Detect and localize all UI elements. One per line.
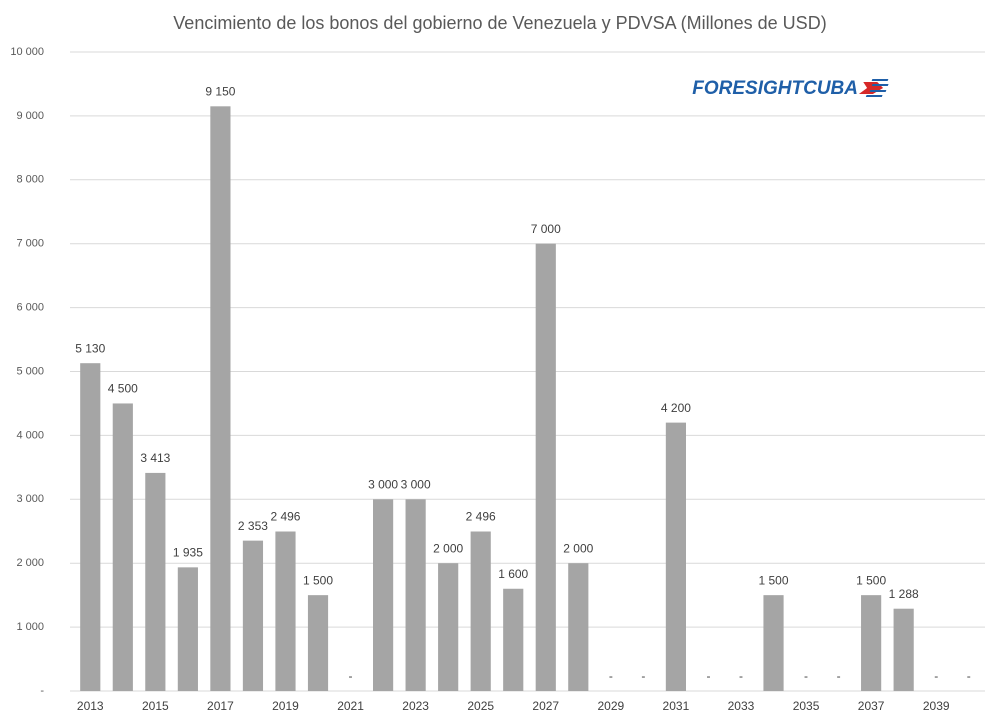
y-tick-label: 8 000 (16, 174, 44, 186)
bar (177, 567, 198, 691)
bar (145, 472, 166, 691)
chart-title: Vencimiento de los bonos del gobierno de… (173, 13, 826, 33)
data-label: 3 000 (368, 477, 398, 491)
data-label: 1 500 (303, 573, 333, 587)
bar (373, 499, 394, 691)
data-label: 2 496 (270, 510, 300, 524)
data-label: 3 000 (401, 477, 431, 491)
logo-flag (858, 79, 889, 97)
x-tick-label: 2037 (858, 699, 885, 713)
data-label: - (967, 669, 971, 683)
x-tick-label: 2023 (402, 699, 429, 713)
y-tick-label: 9 000 (16, 110, 44, 122)
x-tick-label: 2035 (793, 699, 820, 713)
y-tick-label: 10 000 (10, 46, 44, 58)
data-label: - (837, 669, 841, 683)
bar (470, 531, 491, 691)
data-label: 1 500 (856, 573, 886, 587)
x-tick-label: 2021 (337, 699, 364, 713)
bar (275, 531, 296, 691)
bar (763, 595, 784, 691)
data-label: 4 500 (108, 382, 138, 396)
data-label: - (609, 669, 613, 683)
data-label: - (349, 669, 353, 683)
data-label: - (804, 669, 808, 683)
data-label: 1 935 (173, 546, 203, 560)
x-tick-label: 2025 (467, 699, 494, 713)
y-tick-label: 7 000 (16, 238, 44, 250)
bar (568, 563, 589, 691)
data-label: - (641, 669, 645, 683)
y-tick-label: 2 000 (16, 557, 44, 569)
data-label: 2 353 (238, 519, 268, 533)
x-tick-label: 2033 (728, 699, 755, 713)
data-label: 1 288 (889, 587, 919, 601)
x-tick-label: 2027 (532, 699, 559, 713)
x-tick-label: 2017 (207, 699, 234, 713)
data-label: - (739, 669, 743, 683)
y-tick-label: - (40, 685, 44, 697)
bar (242, 540, 264, 691)
x-tick-label: 2039 (923, 699, 950, 713)
data-label: 1 500 (759, 573, 789, 587)
data-label: 7 000 (531, 222, 561, 236)
data-label: 4 200 (661, 401, 691, 415)
bar (405, 499, 426, 691)
data-label: 2 000 (563, 541, 593, 555)
x-tick-label: 2029 (597, 699, 624, 713)
logo: FORESIGHTCUBA (692, 78, 858, 99)
bar (80, 363, 101, 691)
x-tick-label: 2013 (77, 699, 104, 713)
data-label: 9 150 (205, 84, 235, 98)
data-label: 5 130 (75, 341, 105, 355)
data-label: 1 600 (498, 567, 528, 581)
bar (861, 595, 882, 691)
bar (112, 403, 133, 691)
bar (438, 563, 459, 691)
y-tick-label: 6 000 (16, 302, 44, 314)
y-tick-label: 1 000 (16, 621, 44, 633)
data-label: 2 496 (466, 510, 496, 524)
bar (210, 106, 231, 691)
data-label: 2 000 (433, 541, 463, 555)
data-label: 3 413 (140, 451, 170, 465)
bar (535, 243, 556, 691)
y-tick-label: 4 000 (16, 429, 44, 441)
data-label: - (706, 669, 710, 683)
x-tick-label: 2031 (663, 699, 690, 713)
bar (893, 608, 914, 691)
x-tick-label: 2015 (142, 699, 169, 713)
bar (307, 595, 329, 691)
y-tick-label: 3 000 (16, 493, 44, 505)
data-label: - (934, 669, 938, 683)
bar (665, 422, 686, 691)
bar (503, 588, 524, 691)
y-tick-label: 5 000 (16, 365, 44, 377)
x-tick-label: 2019 (272, 699, 299, 713)
